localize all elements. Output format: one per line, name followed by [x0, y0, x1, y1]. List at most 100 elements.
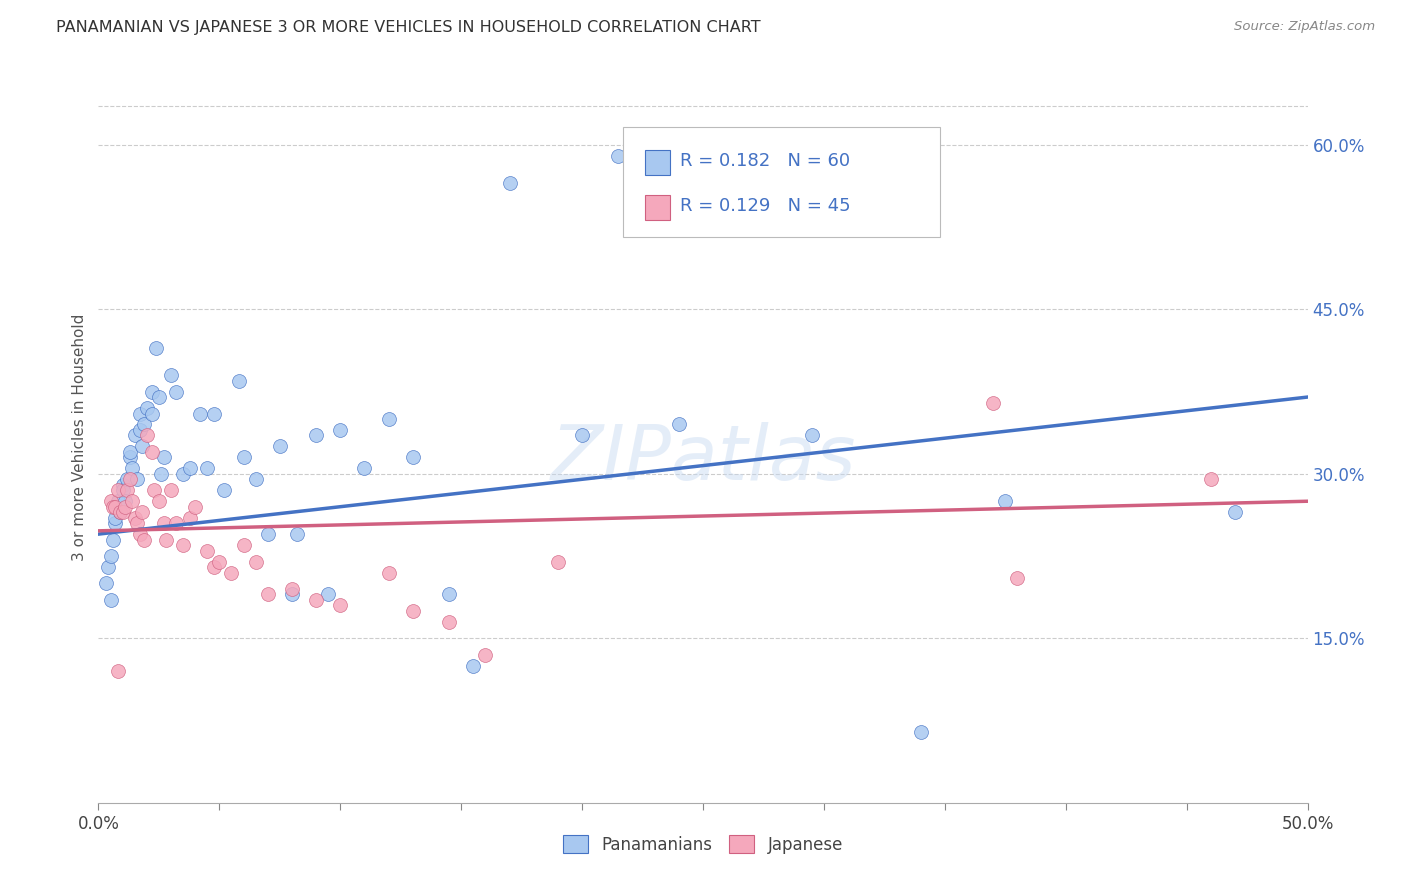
Point	[981, 395, 1004, 409]
Point	[329, 599, 352, 613]
Point	[118, 472, 141, 486]
Point	[353, 461, 375, 475]
Text: R = 0.182   N = 60: R = 0.182 N = 60	[679, 152, 849, 169]
Point	[104, 516, 127, 531]
Point	[668, 417, 690, 432]
Point	[1223, 505, 1246, 519]
Point	[121, 461, 143, 475]
Point	[474, 648, 496, 662]
Point	[100, 593, 122, 607]
Point	[128, 527, 150, 541]
Point	[910, 724, 932, 739]
Point	[281, 587, 304, 601]
Point	[124, 428, 146, 442]
Point	[221, 566, 243, 580]
Point	[232, 450, 254, 465]
Point	[212, 483, 235, 498]
Point	[188, 407, 211, 421]
Point	[245, 555, 267, 569]
Point	[141, 384, 163, 399]
Point	[377, 566, 399, 580]
Point	[172, 467, 194, 481]
Point	[141, 407, 163, 421]
Point	[131, 439, 153, 453]
Point	[245, 472, 267, 486]
Point	[377, 412, 399, 426]
Point	[127, 472, 149, 486]
Point	[316, 587, 339, 601]
Point	[101, 533, 124, 547]
Point	[127, 516, 149, 531]
Point	[195, 461, 218, 475]
Point	[101, 500, 124, 514]
Point	[402, 604, 425, 618]
Point	[135, 401, 157, 415]
Point	[152, 450, 174, 465]
Point	[179, 461, 201, 475]
Point	[160, 483, 183, 498]
Point	[281, 582, 304, 596]
Point	[141, 445, 163, 459]
Point	[165, 384, 187, 399]
Point	[498, 176, 520, 190]
Point	[150, 467, 173, 481]
Point	[208, 555, 231, 569]
Point	[228, 374, 250, 388]
Point	[107, 494, 129, 508]
Point	[114, 494, 136, 508]
Point	[204, 407, 226, 421]
Point	[143, 483, 166, 498]
Point	[134, 533, 156, 547]
Point	[100, 549, 122, 563]
Point	[121, 494, 143, 508]
Point	[994, 494, 1017, 508]
Point	[97, 560, 120, 574]
Point	[160, 368, 183, 383]
Point	[256, 587, 278, 601]
Point	[111, 483, 134, 498]
Point	[155, 533, 177, 547]
Point	[107, 483, 129, 498]
Text: ZIPatlas: ZIPatlas	[550, 422, 856, 496]
Point	[285, 527, 308, 541]
Point	[128, 423, 150, 437]
Point	[148, 494, 170, 508]
Text: PANAMANIAN VS JAPANESE 3 OR MORE VEHICLES IN HOUSEHOLD CORRELATION CHART: PANAMANIAN VS JAPANESE 3 OR MORE VEHICLE…	[56, 20, 761, 35]
Text: Source: ZipAtlas.com: Source: ZipAtlas.com	[1234, 20, 1375, 33]
Point	[111, 477, 134, 491]
Point	[118, 445, 141, 459]
Point	[547, 555, 569, 569]
Text: R = 0.129   N = 45: R = 0.129 N = 45	[679, 197, 851, 215]
Point	[131, 505, 153, 519]
Point	[148, 390, 170, 404]
Point	[117, 472, 139, 486]
Point	[437, 615, 460, 629]
Point	[232, 538, 254, 552]
Point	[152, 516, 174, 531]
Point	[107, 664, 129, 678]
Point	[172, 538, 194, 552]
Point	[135, 428, 157, 442]
Point	[1199, 472, 1222, 486]
Point	[108, 505, 131, 519]
Y-axis label: 3 or more Vehicles in Household: 3 or more Vehicles in Household	[72, 313, 87, 561]
Point	[118, 450, 141, 465]
Point	[111, 505, 134, 519]
Point	[124, 510, 146, 524]
Point	[195, 543, 218, 558]
Point	[104, 510, 127, 524]
Point	[145, 341, 167, 355]
Point	[800, 428, 823, 442]
Point	[463, 658, 485, 673]
Point	[1007, 571, 1029, 585]
Point	[108, 505, 131, 519]
Point	[269, 439, 291, 453]
Point	[204, 560, 226, 574]
Point	[128, 407, 150, 421]
Point	[437, 587, 460, 601]
Point	[165, 516, 187, 531]
Point	[100, 494, 122, 508]
Point	[607, 149, 630, 163]
Point	[256, 527, 278, 541]
Point	[571, 428, 593, 442]
